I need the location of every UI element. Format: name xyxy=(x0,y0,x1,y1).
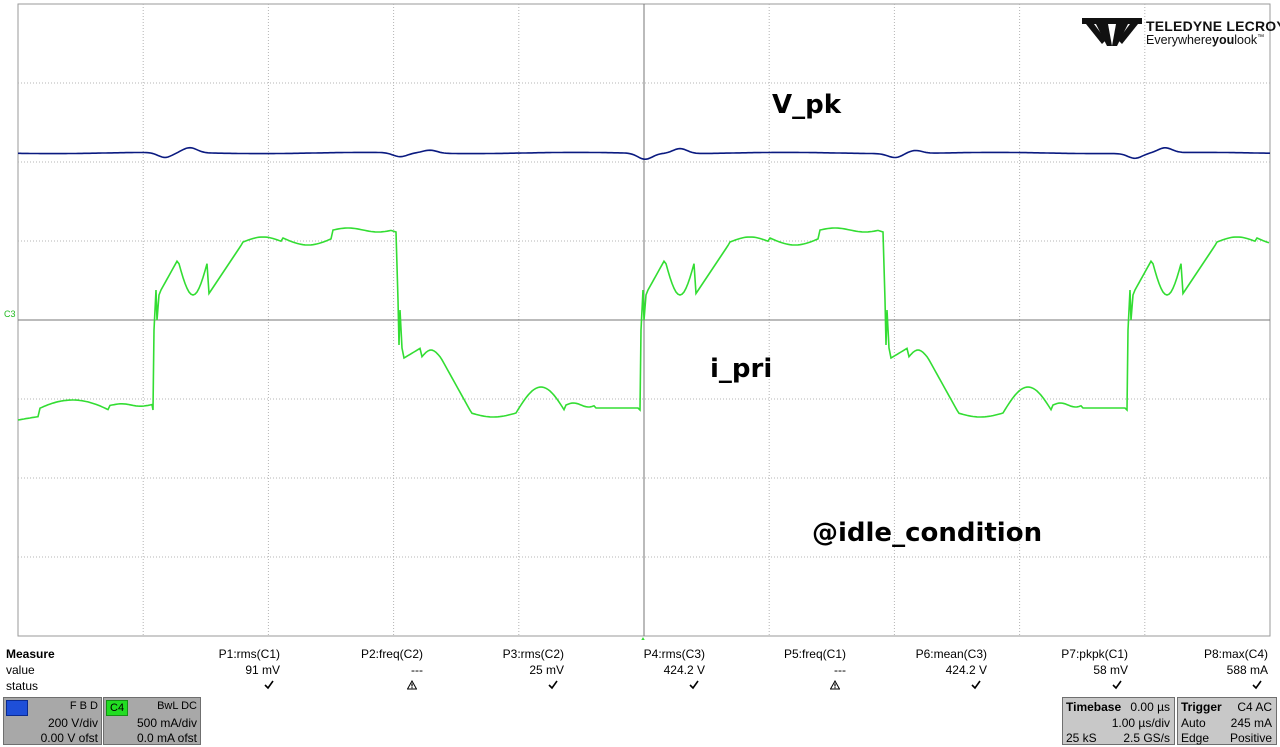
status-bar: C3 F B D 200 V/div 0.00 V ofst C4 BwL DC… xyxy=(0,697,1280,747)
measure-param-value: 424.2 V xyxy=(663,663,705,677)
channel-c3-descriptor[interactable]: C3 F B D 200 V/div 0.00 V ofst xyxy=(3,697,102,745)
channel-c4-scale: 500 mA/div xyxy=(136,716,197,730)
status-ok-icon xyxy=(1002,679,1122,693)
measure-param-value: 424.2 V xyxy=(945,663,987,677)
teledyne-logo-icon xyxy=(1082,18,1142,46)
measure-param-name[interactable]: P3:rms(C2) xyxy=(502,647,564,661)
measure-param-name[interactable]: P8:max(C4) xyxy=(1203,647,1268,661)
traces xyxy=(17,146,1270,421)
measure-param-value: --- xyxy=(834,663,846,677)
measure-param-name[interactable]: P1:rms(C1) xyxy=(218,647,280,661)
timebase-samples: 25 kS xyxy=(1066,731,1097,745)
status-warning-icon xyxy=(720,679,840,693)
channel-c3-scale: 200 V/div xyxy=(47,716,98,730)
trigger-descriptor[interactable]: Trigger C4 AC Auto 245 mA Edge Positive xyxy=(1177,697,1277,745)
status-ok-icon xyxy=(579,679,699,693)
trace-c3 xyxy=(17,227,1270,421)
channel-c3-flags: F B D xyxy=(69,700,98,712)
annotation-idle: @idle_condition xyxy=(812,518,1043,548)
status-ok-icon xyxy=(154,679,274,693)
trigger-level: 245 mA xyxy=(1230,716,1272,730)
status-ok-icon xyxy=(861,679,981,693)
timebase-rate: 2.5 GS/s xyxy=(1123,731,1170,745)
trigger-mode: Auto xyxy=(1181,716,1206,730)
channel-c4-flags: BwL DC xyxy=(157,700,197,712)
trace-c1 xyxy=(18,146,1270,160)
channel-c3-offset: 0.00 V ofst xyxy=(40,731,98,745)
channel-c4-descriptor[interactable]: C4 BwL DC 500 mA/div 0.0 mA ofst xyxy=(103,697,201,745)
status-ok-icon xyxy=(1142,679,1262,693)
measure-param-name[interactable]: P7:pkpk(C1) xyxy=(1061,647,1128,661)
channel-c4-offset: 0.0 mA ofst xyxy=(136,731,197,745)
measure-param-name[interactable]: P2:freq(C2) xyxy=(360,647,423,661)
value-row-label: value xyxy=(6,663,35,677)
measure-table: Measure value status P1:rms(C1) 91 mV P2:f… xyxy=(0,646,1280,696)
annotation-vpk: V_pk xyxy=(772,90,842,120)
measure-header: Measure xyxy=(6,647,55,661)
teledyne-lecroy-logo: TELEDYNE LECROY Everywhereyoulook™ xyxy=(1082,16,1280,50)
timebase-descriptor[interactable]: Timebase 0.00 µs 1.00 µs/div 25 kS 2.5 G… xyxy=(1062,697,1175,745)
trigger-source: C4 AC xyxy=(1237,700,1272,714)
brand-tagline: Everywhereyoulook™ xyxy=(1146,33,1265,47)
channel-c4-tag: C4 xyxy=(106,700,129,716)
status-row-label: status xyxy=(6,679,39,693)
status-ok-icon xyxy=(438,679,558,693)
measure-param-name[interactable]: P6:mean(C3) xyxy=(915,647,987,661)
measure-param-value: 25 mV xyxy=(529,663,564,677)
trace-label-c3: C3 xyxy=(4,309,16,319)
status-warning-icon xyxy=(297,679,417,693)
trigger-type: Edge xyxy=(1181,731,1210,745)
timebase-delay: 0.00 µs xyxy=(1130,700,1170,714)
measure-param-name[interactable]: P5:freq(C1) xyxy=(783,647,846,661)
measure-param-name[interactable]: P4:rms(C3) xyxy=(643,647,705,661)
waveform-display[interactable] xyxy=(0,0,1280,640)
channel-c3-tag: C3 xyxy=(6,700,29,716)
trigger-marker-icon xyxy=(641,637,645,640)
timebase-div: 1.00 µs/div xyxy=(1111,716,1170,730)
measure-param-value: --- xyxy=(411,663,423,677)
brand-name: TELEDYNE LECROY xyxy=(1146,18,1280,34)
measure-param-value: 588 mA xyxy=(1226,663,1268,677)
trigger-slope: Positive xyxy=(1229,731,1272,745)
annotation-ipri: i_pri xyxy=(710,354,773,384)
timebase-title: Timebase xyxy=(1066,700,1122,714)
measure-param-value: 91 mV xyxy=(245,663,280,677)
measure-param-value: 58 mV xyxy=(1093,663,1128,677)
trigger-title: Trigger xyxy=(1181,700,1222,714)
